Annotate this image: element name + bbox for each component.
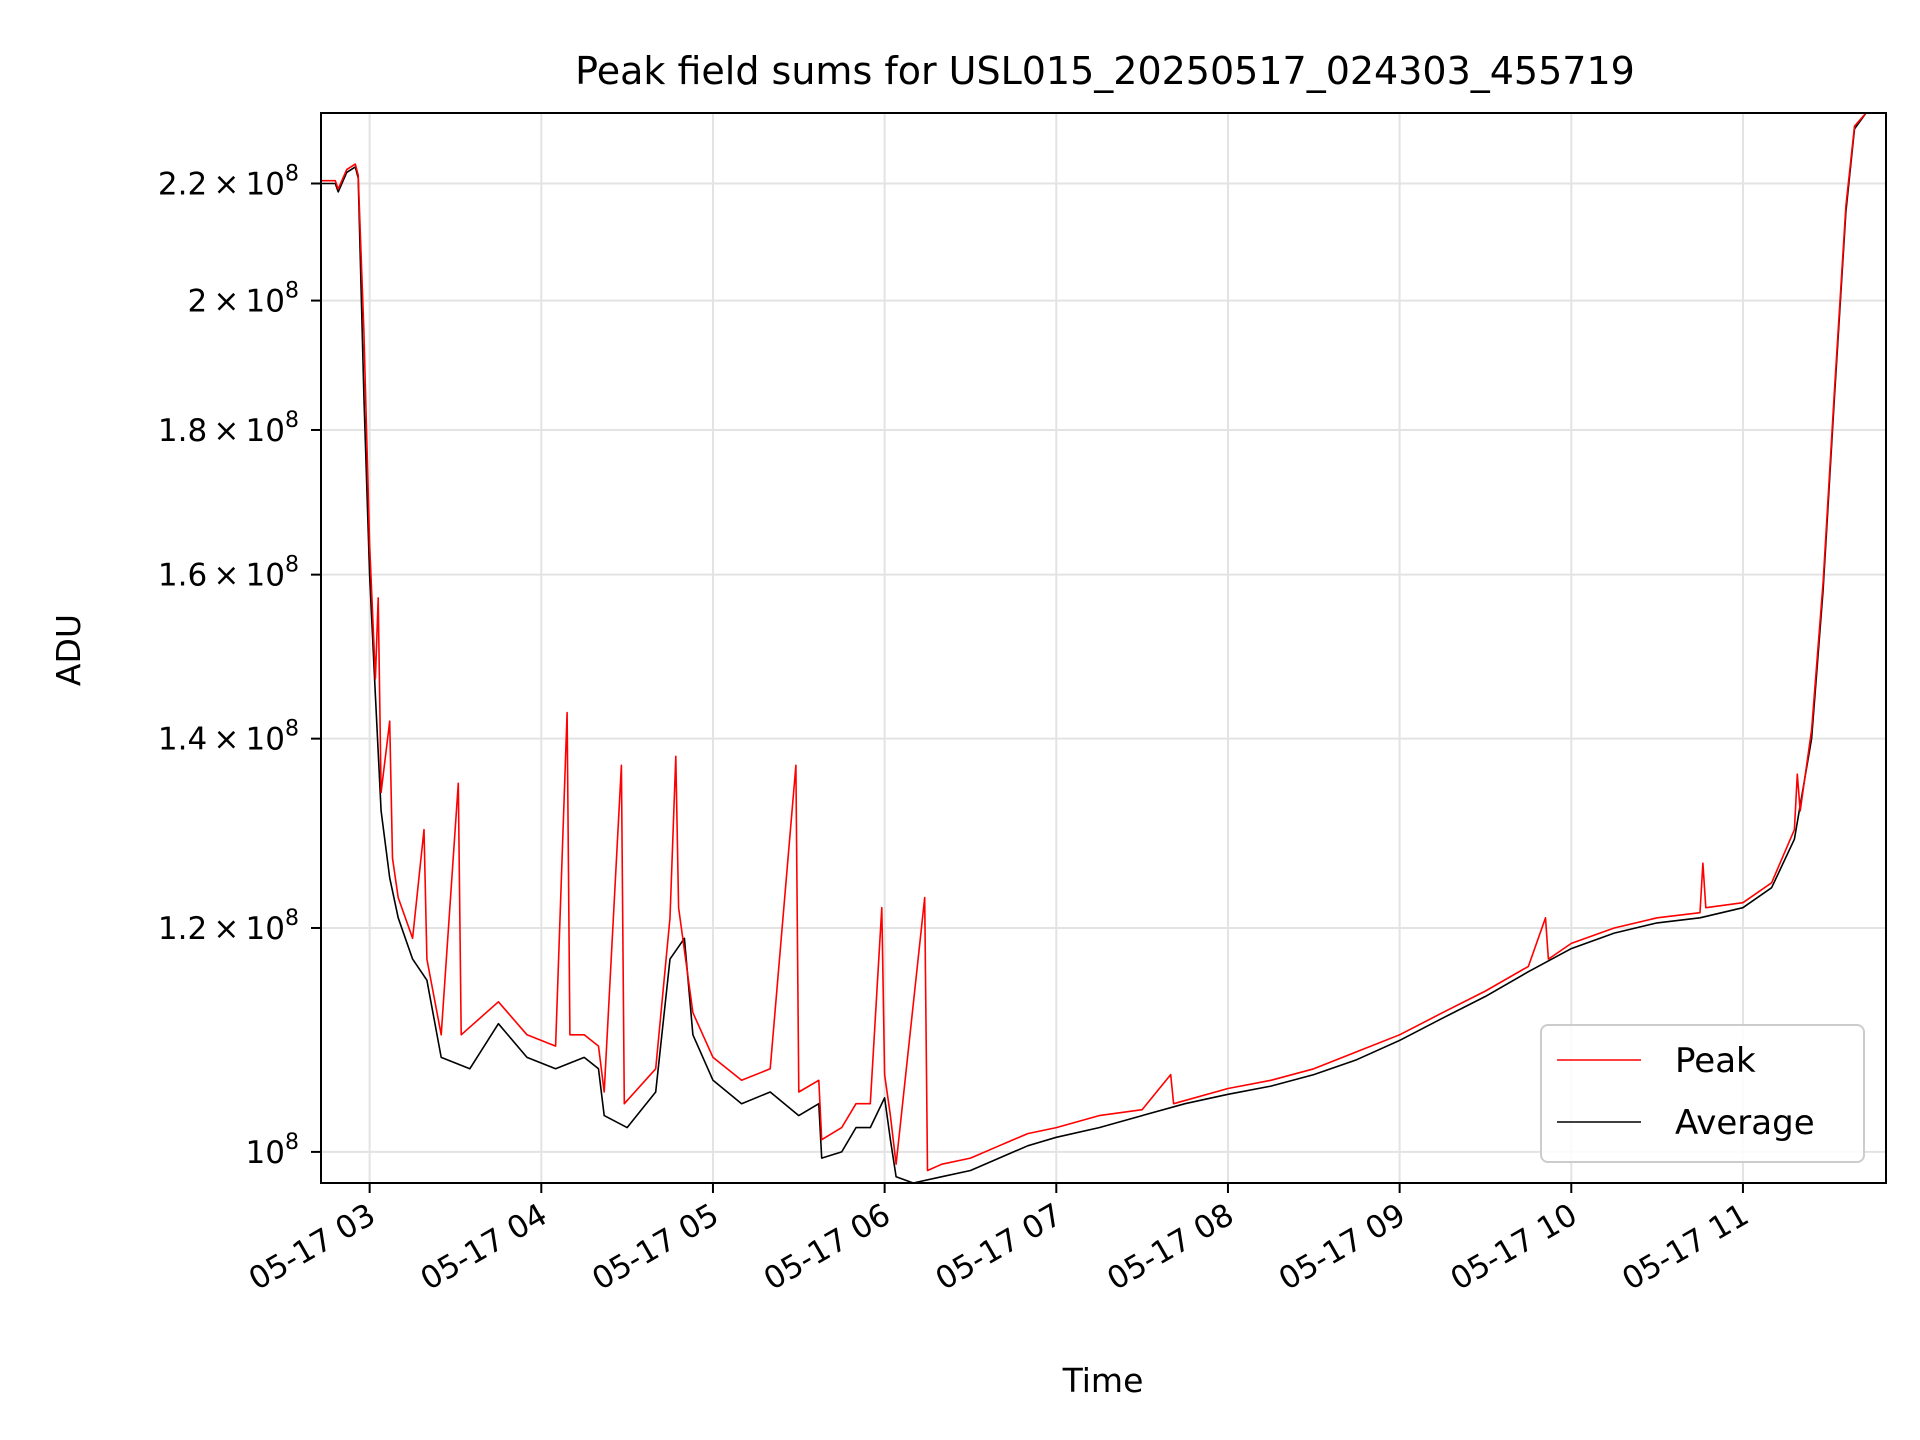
series-line-peak: [321, 112, 1886, 1172]
y-tick-label: 1.4 × 108: [158, 717, 299, 758]
series-layer: [321, 112, 1886, 1184]
y-axis-label: ADU: [49, 614, 88, 686]
legend-label-average: Average: [1675, 1103, 1815, 1143]
y-tick-label: 2.2 × 108: [158, 162, 299, 203]
legend-label-peak: Peak: [1675, 1041, 1756, 1081]
y-tick-label: 1.8 × 108: [158, 408, 299, 449]
y-tick-label: 2 × 108: [187, 279, 299, 320]
series-line-average: [321, 112, 1886, 1184]
y-tick-label: 108: [246, 1130, 299, 1171]
plot-frame: [320, 112, 1887, 1184]
y-tick-label: 1.2 × 108: [158, 906, 299, 947]
chart-title: Peak field sums for USL015_20250517_0243…: [575, 49, 1635, 93]
legend: Peak Average: [1540, 1024, 1865, 1163]
y-axis: 108 1.2 × 108 1.4 × 108 1.6 × 108 1.8 × 108 2…: [158, 162, 321, 1171]
x-axis-label: Time: [1062, 1361, 1144, 1400]
y-tick-label: 1.6 × 108: [158, 553, 299, 594]
